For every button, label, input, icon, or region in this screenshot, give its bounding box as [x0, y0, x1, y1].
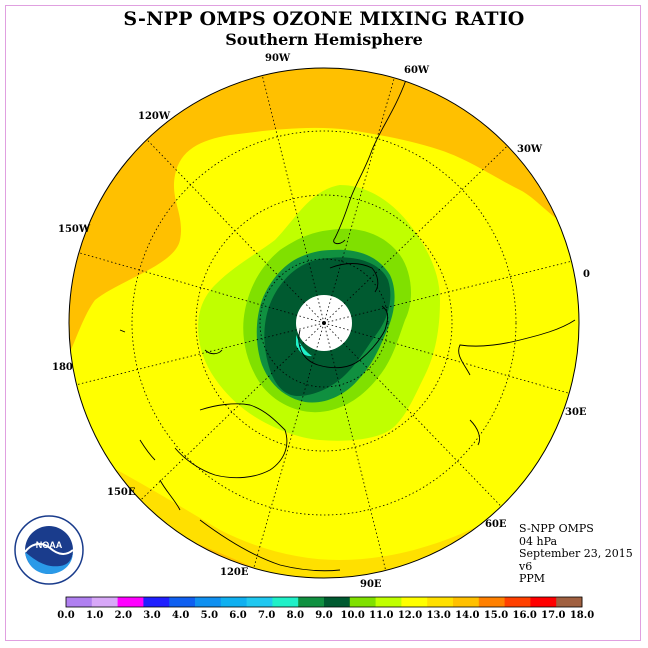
- colorbar-tick-label: 14.0: [455, 610, 479, 621]
- colorbar-swatch: [530, 597, 557, 607]
- colorbar: 0.0 1.0 2.0 3.0 4.0 5.0 6.0 7.0 8.0 9.0 10.0 11.0 12…: [57, 596, 594, 621]
- info-date: September 23, 2015: [519, 547, 633, 560]
- lon-label-150e: 150E: [107, 487, 136, 498]
- colorbar-swatch: [453, 597, 480, 607]
- colorbar-swatch: [169, 597, 196, 607]
- colorbar-border: [65, 596, 583, 608]
- colorbar-swatch: [246, 597, 273, 607]
- ozone-band-14-west: [69, 68, 579, 370]
- info-block: S-NPP OMPS 04 hPa September 23, 2015 v6 …: [519, 522, 633, 586]
- lat-circle-50s: [195, 194, 453, 452]
- lon-label-90w: 90W: [265, 53, 291, 64]
- lat-circle-30s: [131, 130, 517, 516]
- colorbar-swatch: [478, 597, 506, 607]
- colorbar-swatch: [143, 597, 170, 607]
- colorbar-tick-label: 3.0: [143, 610, 160, 621]
- colorbar-tick-label: 2.0: [115, 610, 132, 621]
- ozone-field: [69, 68, 579, 578]
- colorbar-tick-label: 1.0: [86, 610, 103, 621]
- meridian-line: [140, 322, 325, 501]
- coast-antarctic-peninsula: [329, 263, 379, 293]
- colorbar-swatch: [375, 597, 402, 607]
- equator-boundary: [68, 67, 580, 579]
- colorbar-swatch: [427, 597, 454, 607]
- longitude-labels: 90W 60W 30W 0 30E 60E 90E 120E 150E 180 …: [52, 53, 590, 590]
- map-subtitle: Southern Hemisphere: [225, 30, 423, 49]
- colorbar-swatch: [220, 597, 248, 607]
- colorbar-tick-label: 4.0: [172, 610, 189, 621]
- colorbar-swatch: [298, 597, 325, 607]
- meridian-line: [253, 322, 325, 569]
- meridian-line: [323, 77, 395, 324]
- colorbar-tick-label: 5.0: [201, 610, 218, 621]
- meridian-line: [323, 322, 387, 571]
- south-pole-marker: [322, 321, 326, 325]
- meridian-line: [323, 145, 508, 324]
- info-level: 04 hPa: [519, 534, 558, 548]
- lon-label-60w: 60W: [404, 65, 430, 76]
- coast-madagascar: [469, 419, 481, 446]
- colorbar-swatch: [91, 597, 119, 607]
- colorbar-tick-label: 17.0: [541, 610, 565, 621]
- colorbar-swatch: [195, 597, 222, 607]
- lat-circle-70s: [259, 258, 389, 388]
- noaa-logo: NOAA: [14, 515, 84, 585]
- colorbar-swatch: [272, 597, 299, 607]
- meridian-line: [146, 139, 325, 324]
- colorbar-tick-label: 7.0: [258, 610, 275, 621]
- colorbar-tick-label: 0.0: [57, 610, 74, 621]
- colorbar-tick-label: 16.0: [512, 610, 536, 621]
- meridian-line: [323, 260, 572, 324]
- lon-label-180: 180: [52, 362, 73, 373]
- noaa-logo-text: NOAA: [36, 540, 63, 550]
- info-units: PPM: [519, 572, 546, 585]
- meridian-line: [323, 322, 502, 507]
- colorbar-tick-label: 12.0: [398, 610, 422, 621]
- coast-australia: [174, 403, 288, 479]
- coast-africa: [458, 319, 576, 376]
- colorbar-tick-label: 11.0: [369, 610, 393, 621]
- info-version: v6: [519, 559, 533, 573]
- colorbar-swatch: [556, 597, 583, 607]
- coast-south-america: [333, 79, 407, 245]
- colorbar-tick-label: 9.0: [315, 610, 332, 621]
- lon-label-120w: 120W: [138, 111, 171, 122]
- meridians: [76, 75, 572, 571]
- coast-new-zealand: [119, 329, 223, 355]
- meridian-line: [76, 322, 325, 386]
- coastlines: [119, 79, 576, 572]
- lon-label-120e: 120E: [220, 567, 249, 578]
- colorbar-swatch: [504, 597, 531, 607]
- image-frame: [5, 5, 641, 641]
- colorbar-tick-label: 13.0: [426, 610, 450, 621]
- colorbar-swatch: [401, 597, 428, 607]
- info-instrument: S-NPP OMPS: [519, 522, 594, 535]
- meridian-line: [261, 75, 325, 324]
- lon-label-30e: 30E: [565, 407, 587, 418]
- lon-label-90e: 90E: [360, 579, 382, 590]
- colorbar-swatch: [66, 597, 93, 607]
- colorbar-tick-label: 10.0: [340, 610, 364, 621]
- colorbar-tick-label: 15.0: [484, 610, 508, 621]
- colorbar-tick-label: 18.0: [570, 610, 594, 621]
- lon-label-30w: 30W: [517, 144, 543, 155]
- lon-label-0: 0: [583, 269, 590, 280]
- lon-label-60e: 60E: [485, 519, 507, 530]
- coast-antarctica-east: [298, 305, 389, 369]
- map-title: S-NPP OMPS OZONE MIXING RATIO: [123, 8, 525, 30]
- ozone-band-7: [296, 335, 312, 357]
- colorbar-tick-label: 6.0: [229, 610, 246, 621]
- colorbar-tick-label: 8.0: [287, 610, 304, 621]
- colorbar-swatch: [117, 597, 144, 607]
- coast-asia: [139, 439, 341, 572]
- lon-label-150w: 150W: [58, 224, 91, 235]
- graticule: [76, 75, 572, 571]
- meridian-line: [78, 252, 325, 324]
- colorbar-swatch: [349, 597, 377, 607]
- meridian-line: [323, 322, 570, 394]
- colorbar-swatch: [324, 597, 351, 607]
